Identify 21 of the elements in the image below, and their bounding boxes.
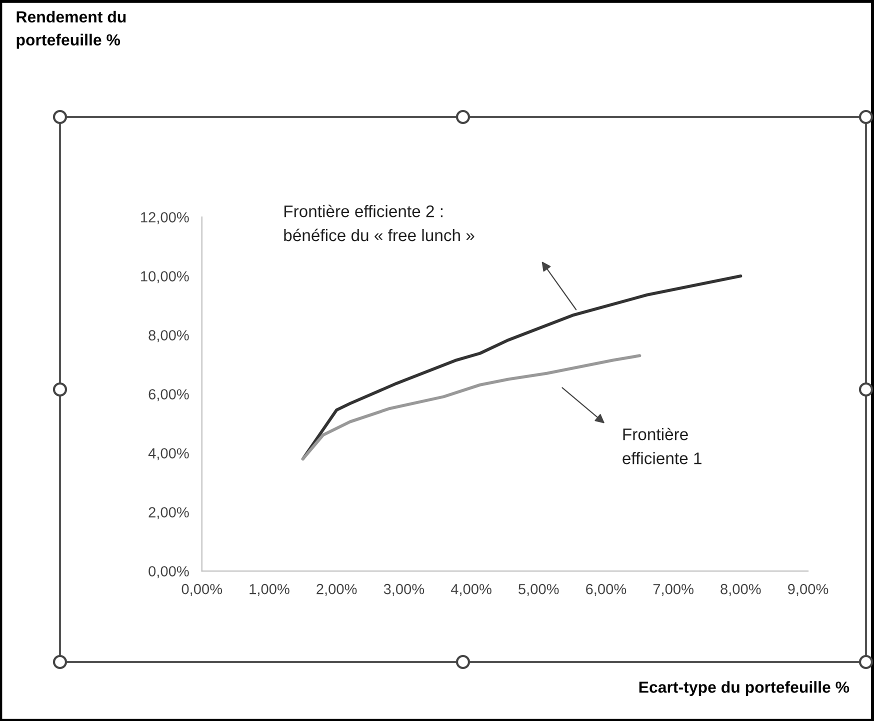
x-tick-label: 9,00% bbox=[788, 584, 828, 596]
x-tick-label: 0,00% bbox=[182, 584, 222, 596]
annotation: Frontière efficiente 2 : bénéfice du « free lunch » bbox=[284, 204, 474, 242]
x-tick-label: 1,00% bbox=[250, 584, 290, 596]
x-tick-label: 5,00% bbox=[518, 584, 559, 596]
x-tick-label: 3,00% bbox=[384, 584, 424, 596]
x-tick-label: 6,00% bbox=[586, 584, 626, 596]
y-tick-label: 10,00% bbox=[141, 271, 189, 284]
y-tick-label: 12,00% bbox=[141, 212, 189, 224]
y-tick-label: 8,00% bbox=[148, 330, 189, 342]
x-tick-label: 2,00% bbox=[316, 584, 357, 596]
y-tick-label: 4,00% bbox=[148, 448, 189, 460]
x-tick-label: 7,00% bbox=[653, 584, 694, 596]
x-tick-label: 4,00% bbox=[450, 584, 492, 596]
y-tick-label: 6,00% bbox=[148, 389, 189, 402]
x-tick-label: 8,00% bbox=[720, 584, 761, 596]
y-tick-label: 0,00% bbox=[148, 566, 189, 578]
text: Ecart-type du portefeuille % bbox=[639, 681, 850, 696]
annotation: Frontière efficiente 1 bbox=[622, 428, 702, 464]
text: Rendement du portefeuille % bbox=[16, 10, 126, 49]
y-tick-label: 2,00% bbox=[148, 507, 189, 520]
